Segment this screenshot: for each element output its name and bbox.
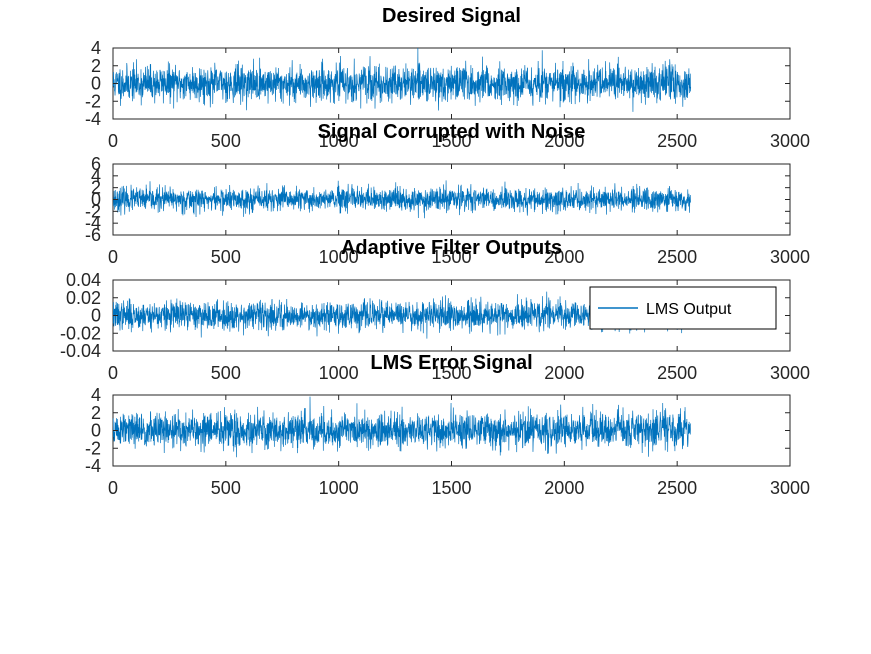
series-line-1 (112, 396, 692, 458)
x-tick-label: 1000 (319, 247, 359, 267)
x-tick-label: 2000 (544, 247, 584, 267)
x-tick-label: 2500 (657, 131, 697, 151)
y-tick-label: 6 (91, 154, 101, 174)
series-line-1 (112, 180, 692, 219)
x-tick-label: 500 (211, 247, 241, 267)
x-tick-label: 0 (108, 363, 118, 383)
y-tick-label: 4 (91, 166, 101, 186)
y-tick-label: 0 (91, 306, 101, 326)
x-tick-label: 3000 (770, 247, 810, 267)
x-tick-label: 2500 (657, 247, 697, 267)
y-tick-label: 0 (91, 74, 101, 94)
x-tick-label: 0 (108, 131, 118, 151)
y-tick-label: 0.02 (66, 288, 101, 308)
y-tick-label: -0.02 (60, 323, 101, 343)
y-tick-label: -4 (85, 456, 101, 476)
x-tick-label: 500 (211, 478, 241, 498)
y-tick-label: -2 (85, 91, 101, 111)
y-tick-label: -0.04 (60, 341, 101, 361)
x-tick-label: 1500 (431, 478, 471, 498)
y-tick-label: 0.04 (66, 270, 101, 290)
subplot-title: Signal Corrupted with Noise (318, 121, 586, 143)
y-tick-label: 2 (91, 403, 101, 423)
x-tick-label: 500 (211, 131, 241, 151)
legend: LMS Output (589, 286, 777, 330)
x-tick-label: 1000 (319, 363, 359, 383)
x-tick-label: 2500 (657, 363, 697, 383)
y-tick-label: 0 (91, 190, 101, 210)
y-tick-label: 0 (91, 421, 101, 441)
y-tick-label: 2 (91, 56, 101, 76)
x-tick-label: 2000 (544, 131, 584, 151)
y-tick-label: -2 (85, 201, 101, 221)
subplot-title: Adaptive Filter Outputs (341, 237, 562, 259)
y-tick-label: 2 (91, 178, 101, 198)
x-tick-label: 0 (108, 478, 118, 498)
x-tick-label: 3000 (770, 363, 810, 383)
x-tick-label: 0 (108, 247, 118, 267)
y-tick-label: -4 (85, 213, 101, 233)
x-tick-label: 2500 (657, 478, 697, 498)
x-tick-label: 1500 (431, 363, 471, 383)
x-tick-label: 2000 (544, 478, 584, 498)
subplot-title: LMS Error Signal (370, 352, 532, 374)
x-tick-label: 1500 (431, 131, 471, 151)
x-tick-label: 1000 (319, 131, 359, 151)
y-tick-label: -2 (85, 438, 101, 458)
y-tick-label: 4 (91, 385, 101, 405)
x-tick-label: 2000 (544, 363, 584, 383)
x-tick-label: 3000 (770, 131, 810, 151)
x-tick-label: 500 (211, 363, 241, 383)
y-tick-label: 4 (91, 38, 101, 58)
legend-entry: LMS Output (646, 301, 732, 318)
y-tick-label: -6 (85, 225, 101, 245)
subplot-2: 0 500 1000 1500 2000 2500 3000-6-4-20246Signal… (85, 121, 810, 267)
subplot-title: Desired Signal (382, 5, 521, 27)
subplot-3: 0 500 1000 1500 2000 2500 3000-0.04-0.0200.020… (60, 237, 810, 383)
x-tick-label: 3000 (770, 478, 810, 498)
x-tick-label: 1500 (431, 247, 471, 267)
series-line-1 (112, 47, 692, 112)
x-tick-label: 1000 (319, 478, 359, 498)
y-tick-label: -4 (85, 109, 101, 129)
